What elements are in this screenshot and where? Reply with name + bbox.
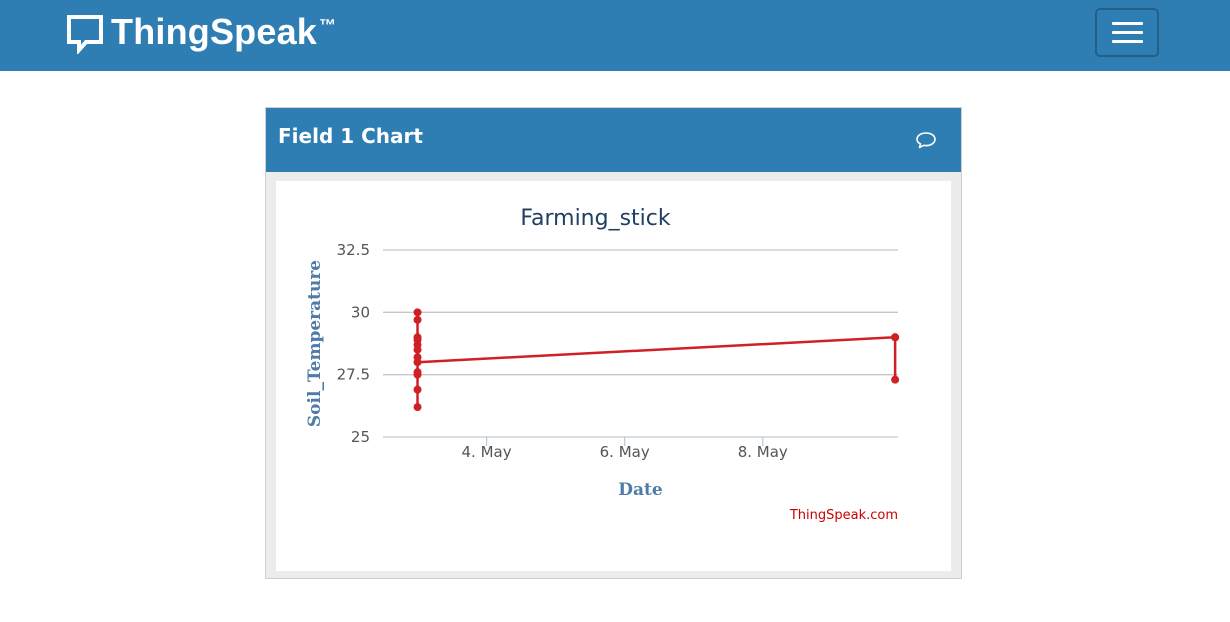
panel-header: Field 1 Chart [266, 108, 961, 172]
data-point [413, 308, 422, 317]
x-tick-label: 4. May [462, 443, 512, 461]
comment-icon[interactable] [914, 128, 938, 152]
hamburger-menu-button[interactable] [1095, 8, 1159, 57]
brand-name: ThingSpeak [111, 11, 318, 52]
data-point [413, 333, 422, 342]
data-point [413, 403, 422, 412]
y-tick-label: 27.5 [337, 366, 370, 384]
panel-title: Field 1 Chart [278, 124, 423, 148]
x-axis-title: Date [618, 480, 663, 500]
data-point [413, 358, 422, 367]
chart-title: Farming_stick [520, 206, 671, 231]
y-tick-label: 32.5 [337, 241, 370, 259]
data-point [413, 385, 422, 394]
data-point [891, 333, 900, 342]
x-tick-label: 8. May [738, 443, 788, 461]
field-chart-panel: Field 1 Chart Farming_stick 25 27.5 30 32.5 4… [265, 107, 962, 579]
y-tick-label: 25 [351, 428, 370, 446]
data-point [413, 370, 422, 379]
chat-bubble-logo-icon [67, 15, 103, 54]
x-tick-label: 6. May [600, 443, 650, 461]
chart-area: Farming_stick 25 27.5 30 32.5 4. May 6. May 8. … [276, 181, 951, 571]
y-axis-title: Soil_Temperature [305, 260, 325, 427]
thingspeak-credit-link[interactable]: ThingSpeak.com [789, 508, 898, 523]
brand-logo[interactable]: ThingSpeak ™ [66, 12, 336, 56]
series-line [416, 311, 897, 408]
trademark-symbol: ™ [319, 16, 337, 35]
line-chart: Farming_stick 25 27.5 30 32.5 4. May 6. May 8. … [305, 206, 900, 523]
data-point [891, 375, 900, 384]
y-tick-label: 30 [351, 303, 370, 321]
data-point [413, 315, 422, 324]
navbar: ThingSpeak ™ [0, 0, 1230, 71]
